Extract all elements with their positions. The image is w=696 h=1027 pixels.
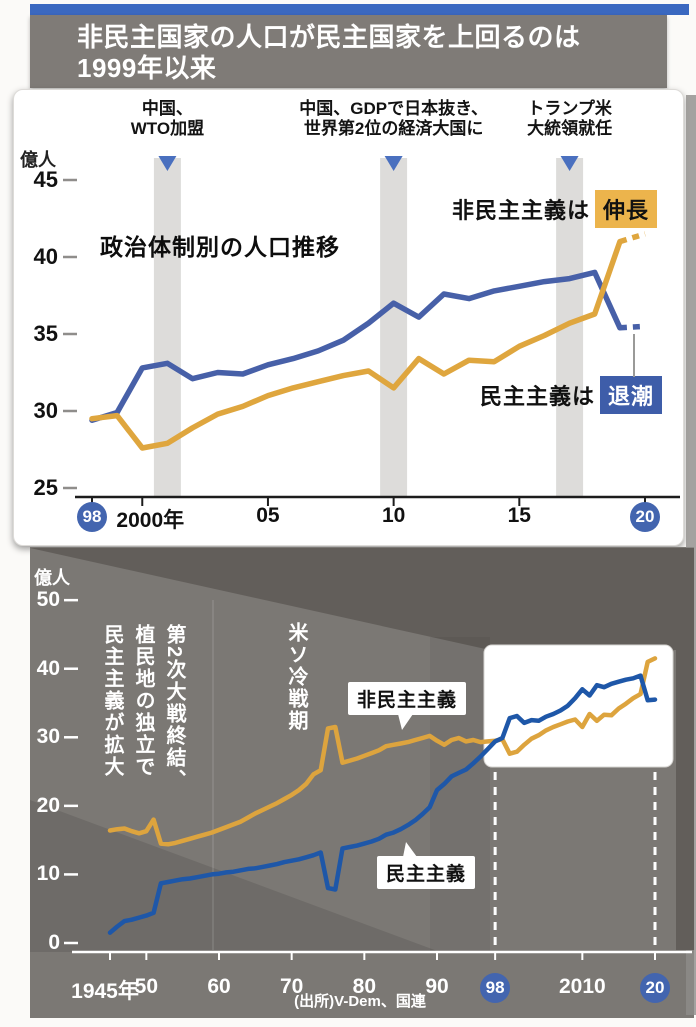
zoom-chart-panel bbox=[13, 89, 684, 546]
infographic: 非民主国家の人口が民主国家を上回るのは 1999年以来 億人 政治体制別の人口推… bbox=[0, 0, 696, 1027]
top-accent-bar bbox=[30, 4, 689, 15]
headline: 非民主国家の人口が民主国家を上回るのは 1999年以来 bbox=[30, 15, 667, 88]
headline-line1: 非民主国家の人口が民主国家を上回るのは bbox=[30, 15, 667, 53]
headline-line2: 1999年以来 bbox=[30, 53, 667, 84]
page-edge-strip bbox=[686, 95, 696, 1015]
history-chart-panel bbox=[30, 547, 694, 1018]
